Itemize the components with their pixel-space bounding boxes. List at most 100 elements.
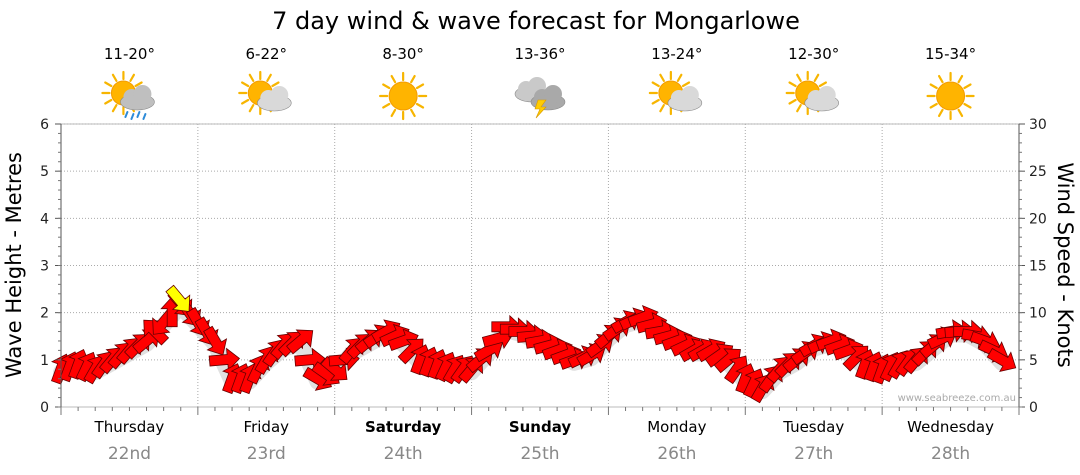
cloud-puff: [544, 85, 562, 103]
wind-arrow-shape: [320, 355, 348, 381]
sun-ray: [937, 108, 944, 118]
sun-ray: [796, 104, 802, 113]
sun-ray: [957, 108, 964, 118]
day-name: Saturday: [365, 418, 442, 436]
sun-ray: [788, 81, 797, 88]
sun-cloud-rain-icon: [101, 70, 155, 120]
day-date: 24th: [384, 444, 423, 464]
chart-title: 7 day wind & wave forecast for Mongarlow…: [272, 7, 800, 35]
sun-ray: [659, 104, 665, 113]
right-tick-label: 30: [1029, 117, 1047, 133]
lightning-bolt: [534, 99, 547, 119]
wind-arrow: [724, 355, 749, 385]
wind-arrows: [51, 284, 1017, 404]
day-name: Sunday: [509, 418, 572, 436]
day-date: 25th: [520, 444, 559, 464]
sun-ray: [390, 74, 397, 84]
sun-ray: [957, 74, 964, 84]
left-axis: 0 1 2 3 4 5 6: [40, 117, 62, 416]
day-name: Friday: [244, 418, 290, 436]
day-name: Monday: [647, 418, 706, 436]
day-date: 27th: [794, 444, 833, 464]
cloud-puff: [680, 86, 699, 104]
right-tick-label: 20: [1029, 211, 1047, 227]
day-temp: 13-24°: [651, 45, 702, 63]
sun-ray: [111, 73, 118, 82]
sun-disc: [388, 81, 418, 111]
sun-ray: [104, 98, 113, 105]
watermark: www.seabreeze.com.au: [898, 393, 1016, 404]
wind-arrow: [208, 347, 241, 372]
sun-ray: [796, 73, 802, 82]
sun-cloud-icon: [648, 70, 703, 116]
day-temp: 11-20°: [104, 45, 155, 63]
sun-ray: [266, 73, 272, 82]
day-temperatures: 11-20° 6-22° 8-30° 13-36° 13-24° 12-30° 15-34°: [104, 45, 976, 63]
cloud-puff: [817, 86, 836, 104]
wind-arrow-shape: [285, 329, 314, 355]
rain-drop: [142, 113, 147, 120]
day-name: Tuesday: [782, 418, 844, 436]
sun-ray: [382, 102, 391, 109]
right-axis: 0 5 10 15 20 25 30: [1018, 117, 1047, 416]
wind-arrow: [285, 329, 314, 355]
rain-drop: [136, 111, 141, 118]
cloud-puff: [270, 86, 289, 104]
sun-ray: [659, 73, 665, 82]
rain-drop: [124, 111, 129, 118]
day-date: 28th: [931, 444, 970, 464]
left-tick-label: 2: [40, 306, 49, 322]
right-tick-label: 5: [1029, 353, 1038, 369]
sun-cloud-icon: [785, 70, 840, 116]
right-tick-label: 0: [1029, 400, 1038, 416]
day-temp: 13-36°: [514, 45, 565, 63]
sun-ray: [248, 104, 255, 113]
sun-ray: [271, 81, 280, 88]
day-temp: 6-22°: [246, 45, 288, 63]
plot-area: [51, 123, 1020, 415]
sun-ray: [248, 73, 255, 82]
day-temp: 12-30°: [788, 45, 839, 63]
left-tick-label: 5: [40, 164, 49, 180]
left-tick-label: 4: [40, 211, 49, 227]
wind-arrow-shape: [986, 347, 1017, 372]
sun-ray: [415, 83, 425, 90]
day-temp: 15-34°: [925, 45, 976, 63]
right-tick-label: 25: [1029, 164, 1047, 180]
right-tick-label: 15: [1029, 259, 1047, 275]
sun-ray: [111, 104, 118, 113]
day-name: Wednesday: [907, 418, 994, 436]
left-tick-label: 1: [40, 353, 49, 369]
left-axis-label: Wave Height - Metres: [2, 152, 26, 378]
day-name: Thursday: [94, 418, 165, 436]
wind-arrow-shape: [724, 355, 749, 385]
sun-ray: [415, 102, 425, 109]
rain-drop: [130, 113, 135, 120]
sun-ray: [104, 81, 113, 88]
day-date: 22nd: [108, 444, 151, 464]
day-temp: 8-30°: [382, 45, 424, 63]
wind-arrow-shape: [208, 347, 241, 372]
sun-ray: [651, 81, 660, 88]
sun-ray: [390, 108, 397, 118]
left-tick-label: 0: [40, 400, 49, 416]
sun-icon: [379, 71, 428, 121]
sun-ray: [129, 73, 136, 82]
sun-ray: [963, 83, 972, 90]
sun-ray: [676, 73, 683, 82]
sun-ray: [681, 81, 691, 88]
wind-arrow-shape: [203, 325, 228, 356]
sun-disc: [936, 81, 966, 111]
sun-ray: [410, 108, 416, 118]
sun-ray: [651, 98, 660, 105]
wind-gust-arrow-shape: [165, 284, 191, 312]
right-tick-label: 10: [1029, 306, 1047, 322]
left-tick-label: 6: [40, 117, 49, 133]
right-axis-label: Wind Speed - Knots: [1053, 162, 1077, 367]
wind-arrow: [320, 355, 348, 381]
sun-icon: [926, 71, 975, 121]
sun-ray: [929, 102, 938, 109]
wind-arrow: [203, 325, 228, 356]
weather-icons: [101, 70, 975, 121]
